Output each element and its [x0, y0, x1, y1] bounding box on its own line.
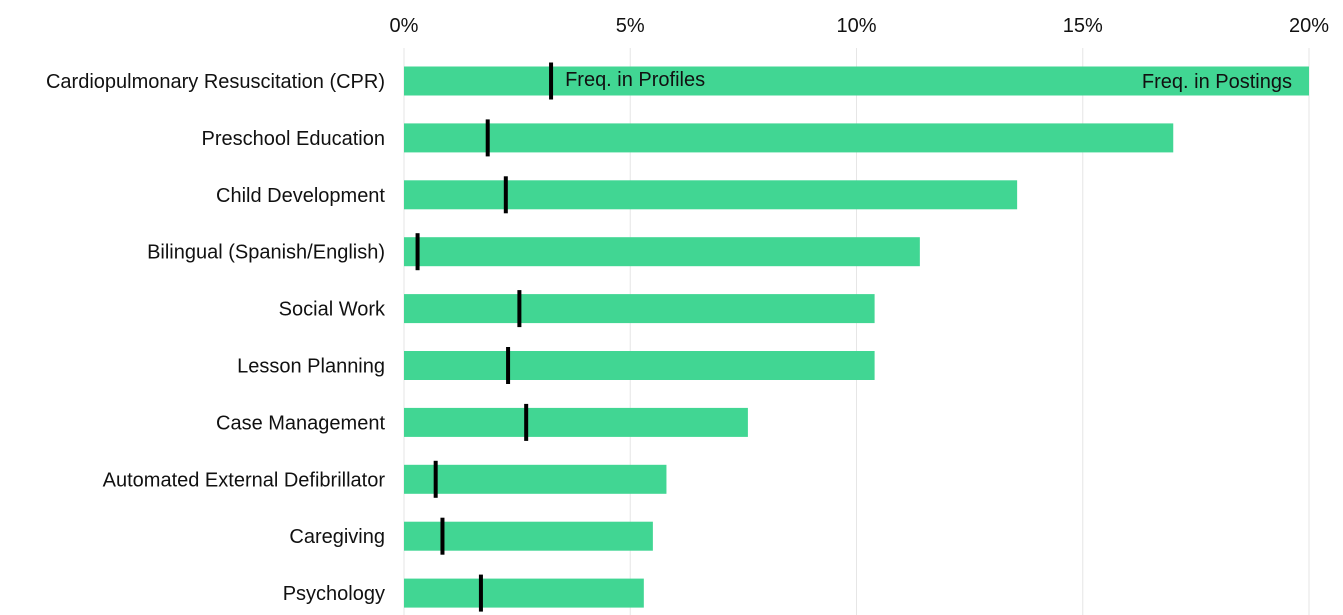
x-tick-label-0: 0%: [390, 15, 419, 37]
bar-postings-5: [404, 351, 875, 380]
marker-profiles-4: [517, 290, 522, 328]
category-label-8: Caregiving: [289, 526, 385, 548]
x-tick-label-5: 5%: [616, 15, 645, 37]
marker-profiles-9: [478, 574, 483, 612]
category-label-3: Bilingual (Spanish/English): [147, 242, 385, 264]
series-annotations: Freq. in Profiles Freq. in Postings: [565, 69, 1292, 93]
category-label-0: Cardiopulmonary Resuscitation (CPR): [46, 71, 385, 93]
marker-profiles-3: [415, 233, 420, 271]
category-label-5: Lesson Planning: [237, 356, 385, 378]
bar-postings-2: [404, 180, 1018, 210]
x-tick-label-15: 15%: [1063, 15, 1103, 37]
marker-profiles-6: [524, 403, 529, 441]
x-tick-label-20: 20%: [1289, 15, 1329, 37]
category-label-1: Preschool Education: [202, 128, 385, 150]
bar-postings-1: [404, 123, 1174, 153]
bar-postings-4: [404, 294, 875, 324]
category-label-6: Case Management: [216, 412, 385, 434]
marker-profiles-5: [506, 347, 511, 384]
category-label-9: Psychology: [283, 583, 385, 605]
bar-postings-7: [404, 464, 667, 494]
profiles-markers: [415, 62, 554, 612]
bar-postings-0: [404, 66, 1309, 96]
marker-profiles-8: [440, 517, 445, 555]
marker-profiles-1: [485, 119, 490, 157]
bar-postings-8: [404, 521, 653, 551]
category-label-7: Automated External Defibrillator: [103, 469, 386, 491]
x-tick-label-10: 10%: [836, 15, 876, 37]
category-label-2: Child Development: [216, 185, 385, 207]
bar-postings-9: [404, 578, 644, 608]
annotation-postings-label: Freq. in Postings: [1142, 71, 1292, 93]
marker-profiles-2: [503, 176, 508, 214]
x-axis-tick-labels: 0% 5% 10% 15% 20%: [390, 15, 1330, 37]
marker-profiles-7: [433, 460, 438, 498]
annotation-profiles-label: Freq. in Profiles: [565, 69, 705, 91]
bar-postings-3: [404, 237, 920, 267]
category-labels: Cardiopulmonary Resuscitation (CPR) Presc…: [46, 71, 386, 605]
bar-postings-6: [404, 407, 748, 437]
category-label-4: Social Work: [279, 299, 386, 321]
marker-profiles-0: [549, 62, 554, 100]
